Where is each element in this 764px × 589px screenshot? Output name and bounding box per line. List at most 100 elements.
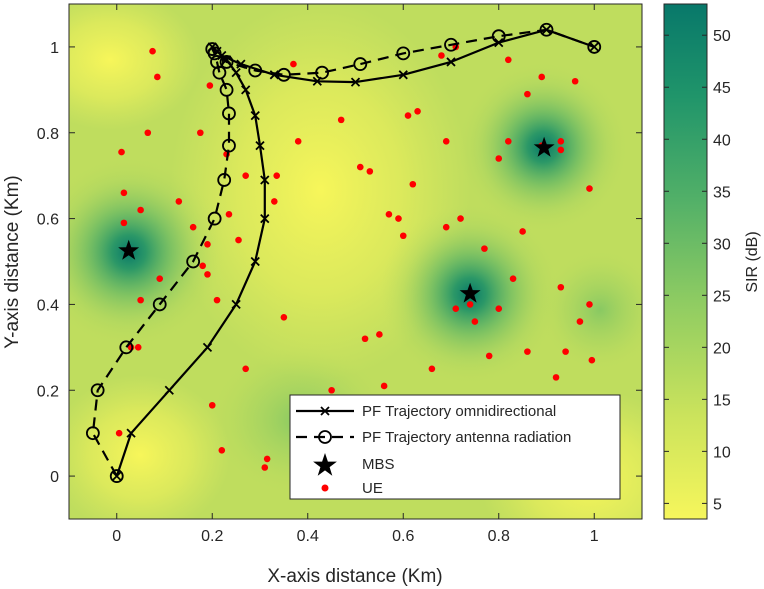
ue-point xyxy=(428,365,436,373)
colorbar-tick-label: 30 xyxy=(713,236,731,253)
x-axis-label: X-axis distance (Km) xyxy=(267,566,442,587)
omnidirectional-point xyxy=(269,70,279,80)
ue-point xyxy=(213,296,221,304)
omnidirectional-point xyxy=(260,213,270,224)
ue-point xyxy=(442,223,450,231)
ue-point xyxy=(273,172,281,179)
colorbar-ticks: 5 10 15 20 25 30 35 40 45 50 xyxy=(664,28,731,513)
legend-entry-omnidirectional: PF Trajectory omnidirectional xyxy=(296,403,556,420)
y-tick-label: 0 xyxy=(50,469,59,486)
ue-point xyxy=(481,245,488,252)
omnidirectional-point xyxy=(231,68,241,78)
antenna-point xyxy=(205,42,220,56)
ue-point xyxy=(144,129,152,137)
ue-point xyxy=(134,344,142,351)
mbs-star-icon xyxy=(459,282,481,303)
colorbar-tick-label: 15 xyxy=(713,392,731,409)
ue-point xyxy=(557,146,565,154)
ue-point xyxy=(562,348,569,355)
antenna-point xyxy=(217,173,232,187)
ue-point xyxy=(557,138,565,145)
colorbar-tick-label: 50 xyxy=(713,28,731,45)
y-axis-label: Y-axis distance (Km) xyxy=(2,175,23,349)
ue-point xyxy=(538,73,546,81)
ue-point xyxy=(337,116,345,124)
ue-point xyxy=(199,262,206,270)
ue-point xyxy=(586,185,593,192)
antenna-point xyxy=(276,67,291,82)
omnidirectional-point xyxy=(350,77,361,87)
ue-point xyxy=(519,228,526,235)
ue-point xyxy=(206,82,214,89)
ue-point xyxy=(175,198,183,205)
omnidirectional-point xyxy=(231,299,241,310)
ue-point xyxy=(263,455,271,463)
ue-point xyxy=(395,215,402,222)
ue-point xyxy=(457,215,464,222)
x-ticks: 0 0.2 0.4 0.6 0.8 1 xyxy=(112,4,599,545)
ue-point xyxy=(290,60,297,68)
x-tick-label: 0 xyxy=(112,528,121,545)
antenna-point xyxy=(219,82,234,97)
colorbar-tick-label: 20 xyxy=(713,340,731,357)
antenna-point xyxy=(210,55,224,69)
antenna-point xyxy=(353,57,368,71)
omnidirectional-point xyxy=(202,342,213,352)
omnidirectional-point xyxy=(241,85,251,95)
ue-point xyxy=(409,180,417,188)
ue-point xyxy=(235,236,242,244)
mbs-star-icon xyxy=(118,239,140,260)
colorbar xyxy=(663,3,708,520)
y-tick-label: 1 xyxy=(50,40,59,57)
antenna-point xyxy=(207,211,222,226)
trajectories xyxy=(85,22,602,483)
omnidirectional-point xyxy=(164,385,174,395)
ue-point xyxy=(120,219,128,227)
omnidirectional-point xyxy=(250,110,260,121)
colorbar-tick-label: 25 xyxy=(713,288,731,305)
ue-point xyxy=(366,168,374,175)
antenna-point xyxy=(109,469,124,483)
ue-point xyxy=(452,305,460,313)
x-tick-label: 0.8 xyxy=(488,528,510,545)
y-tick-label: 0.8 xyxy=(37,126,59,143)
ue-point xyxy=(385,210,393,218)
omnidirectional-point xyxy=(398,70,408,80)
ue-point xyxy=(242,172,249,179)
antenna-point xyxy=(444,37,458,52)
legend-entry-mbs: MBS xyxy=(313,453,395,476)
x-tick-label: 1 xyxy=(590,528,599,545)
ue-point xyxy=(271,198,278,205)
antenna-point xyxy=(248,63,263,78)
antenna-point xyxy=(119,340,134,355)
ue-point xyxy=(156,275,164,282)
antenna-point xyxy=(315,65,329,80)
ue-point xyxy=(588,356,596,364)
ue-point xyxy=(120,189,128,197)
ue-point xyxy=(154,73,161,81)
x-tick-label: 0.6 xyxy=(392,528,414,545)
ue-point xyxy=(485,352,493,360)
mbs-points xyxy=(118,136,555,303)
colorbar-tick-label: 5 xyxy=(713,496,722,513)
mbs-star-icon xyxy=(533,136,555,157)
ue-point xyxy=(399,232,407,240)
ue-point xyxy=(376,331,383,338)
ue-point xyxy=(438,52,445,59)
ue-point xyxy=(242,365,249,373)
ue-point xyxy=(471,318,479,325)
antenna-point xyxy=(186,254,201,269)
antenna-point xyxy=(90,383,105,398)
ue-point xyxy=(225,210,233,218)
antenna-point xyxy=(396,46,411,61)
legend-label-antenna: PF Trajectory antenna radiation xyxy=(362,429,571,446)
ue-point xyxy=(576,318,584,325)
plot-frame xyxy=(68,3,643,520)
y-ticks: 0 0.2 0.4 0.6 0.8 1 xyxy=(37,40,642,486)
ue-point xyxy=(204,271,211,278)
ue-point xyxy=(404,112,412,119)
omnidirectional-point xyxy=(126,428,136,438)
ue-point xyxy=(137,206,144,214)
antenna-point xyxy=(539,22,554,37)
omnidirectional-point xyxy=(446,57,456,67)
